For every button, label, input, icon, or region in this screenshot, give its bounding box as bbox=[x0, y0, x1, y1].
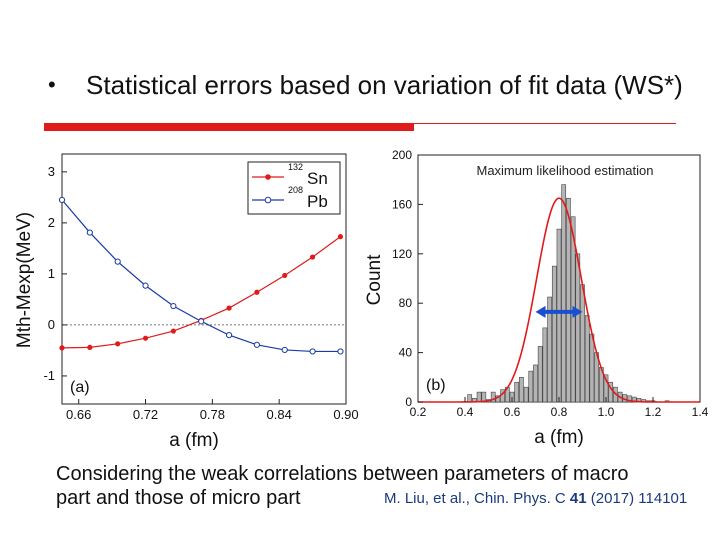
panel-b-label: (b) bbox=[426, 377, 446, 394]
data-point-sn bbox=[226, 305, 232, 311]
legend-sn-mass: 132 bbox=[288, 162, 303, 172]
data-point-pb bbox=[86, 229, 93, 236]
y-tick-label: 3 bbox=[48, 164, 55, 179]
histogram-bar bbox=[551, 265, 557, 403]
data-point-sn bbox=[170, 328, 176, 334]
x-tick-label: 0.4 bbox=[457, 405, 474, 419]
data-point-pb bbox=[281, 346, 288, 354]
histogram-bar bbox=[528, 370, 534, 403]
slide-title: Statistical errors based on variation of… bbox=[86, 70, 683, 100]
panel-a-ylabel: Mth-Mexp(MeV) bbox=[14, 212, 35, 348]
x-tick-label: 1.0 bbox=[598, 405, 615, 419]
y-tick-label: 0 bbox=[405, 395, 412, 409]
data-point-sn bbox=[254, 289, 260, 295]
data-point-pb bbox=[309, 348, 316, 355]
y-tick-label: 200 bbox=[392, 148, 412, 162]
title-underline-thick bbox=[44, 123, 414, 131]
citation-suffix: (2017) 114101 bbox=[586, 490, 688, 507]
histogram-bar bbox=[580, 284, 585, 403]
histogram-bar bbox=[476, 391, 482, 403]
y-tick-label: 40 bbox=[399, 346, 413, 360]
data-point-pb bbox=[253, 341, 261, 348]
legend-sn-marker bbox=[265, 174, 271, 180]
x-tick-label: 1.2 bbox=[645, 405, 662, 419]
footer-line-1: Considering the weak correlations betwee… bbox=[56, 463, 629, 485]
footer-note: Considering the weak correlations betwee… bbox=[56, 462, 656, 510]
y-tick-label: 1 bbox=[48, 266, 55, 281]
y-tick-label: 120 bbox=[392, 247, 412, 261]
x-tick-label: 1.4 bbox=[692, 405, 709, 419]
legend-pb-label: Pb bbox=[307, 192, 328, 211]
error-arrow-left-head bbox=[535, 305, 546, 318]
data-point-pb bbox=[337, 348, 344, 355]
panel-a-label: (a) bbox=[70, 379, 90, 396]
data-point-pb bbox=[58, 196, 66, 204]
histogram-bar bbox=[589, 333, 595, 403]
data-point-pb bbox=[198, 318, 205, 325]
histogram-bar bbox=[533, 364, 538, 403]
x-tick-label: 0.78 bbox=[200, 407, 225, 422]
x-tick-label: 0.72 bbox=[133, 407, 158, 422]
y-tick-label: 160 bbox=[392, 197, 412, 211]
data-point-sn bbox=[142, 335, 149, 341]
histogram-bar bbox=[575, 253, 581, 403]
footer-line-2: part and those of micro part bbox=[56, 487, 301, 509]
error-arrow-right-head bbox=[572, 305, 583, 318]
bullet-point: • bbox=[48, 72, 56, 97]
panel-b-ylabel: Count bbox=[364, 254, 385, 305]
histogram-bar bbox=[547, 296, 552, 403]
histogram-bar bbox=[514, 381, 520, 403]
histogram-bar bbox=[561, 184, 567, 403]
histogram-bar bbox=[537, 346, 543, 403]
panel-b-chart: 0.2 0.4 0.6 0.8 1.0 1.2 1.4 0 40 80 120 160 200 Maxi… bbox=[364, 148, 709, 448]
x-tick-label: 0.8 bbox=[551, 405, 568, 419]
citation-prefix: M. Liu, et al., Chin. Phys. C bbox=[384, 490, 570, 507]
x-tick-label: 0.6 bbox=[504, 405, 521, 419]
data-point-sn bbox=[59, 345, 65, 351]
panel-a-chart: 0.66 0.72 0.78 0.84 0.90 -1 0 1 2 3 132 Sn 208 Pb… bbox=[14, 153, 359, 451]
data-point-sn bbox=[115, 341, 121, 347]
histogram-bar bbox=[467, 394, 473, 403]
x-tick-label: 0.2 bbox=[410, 405, 427, 419]
panel-a-xlabel: a (fm) bbox=[169, 430, 219, 451]
histogram-bar bbox=[566, 197, 571, 403]
data-point-pb bbox=[170, 302, 177, 310]
data-point-sn bbox=[309, 254, 316, 260]
legend-pb-marker bbox=[264, 196, 272, 204]
y-tick-label: 2 bbox=[48, 215, 55, 230]
data-point-pb bbox=[225, 332, 233, 339]
x-tick-label: 0.90 bbox=[333, 407, 358, 422]
histogram-bar bbox=[584, 315, 590, 403]
panel-b-title: Maximum likelihood estimation bbox=[476, 163, 653, 178]
legend-sn-label: Sn bbox=[307, 169, 328, 188]
histogram-bar bbox=[490, 391, 496, 403]
y-tick-label: 80 bbox=[399, 296, 413, 310]
data-point-sn bbox=[87, 344, 93, 350]
data-point-sn bbox=[282, 272, 288, 279]
legend-pb-mass: 208 bbox=[288, 185, 303, 195]
histogram-bar bbox=[523, 386, 529, 403]
y-tick-label: -1 bbox=[43, 368, 55, 383]
panel-b-xlabel: a (fm) bbox=[534, 427, 584, 448]
citation-volume: 41 bbox=[569, 490, 587, 507]
x-tick-label: 0.66 bbox=[66, 407, 91, 422]
histogram-bar bbox=[542, 327, 548, 403]
histogram-bar bbox=[608, 381, 614, 403]
y-tick-label: 0 bbox=[48, 317, 55, 332]
data-point-sn bbox=[337, 234, 344, 240]
histogram-bar bbox=[519, 376, 524, 403]
histogram-bar bbox=[627, 395, 632, 403]
data-point-pb bbox=[142, 282, 149, 289]
histogram-bar bbox=[556, 228, 562, 403]
x-tick-label: 0.84 bbox=[267, 407, 292, 422]
data-point-pb bbox=[114, 258, 121, 265]
citation: M. Liu, et al., Chin. Phys. C 41 (2017) … bbox=[384, 490, 687, 507]
panel-a-legend: 132 Sn 208 Pb bbox=[247, 161, 341, 215]
title-underline-thin bbox=[414, 123, 676, 124]
